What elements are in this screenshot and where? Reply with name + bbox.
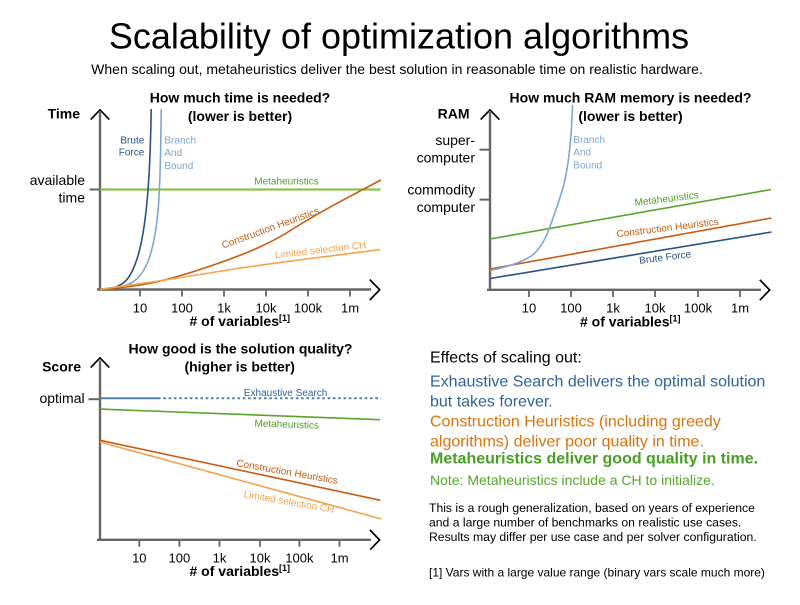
svg-text:commodity: commodity xyxy=(407,182,475,198)
svg-text:Force: Force xyxy=(119,148,145,159)
svg-text:100: 100 xyxy=(169,550,191,565)
svg-text:algorithms) deliver poor quali: algorithms) deliver poor quality in time… xyxy=(430,434,704,451)
svg-text:Branch: Branch xyxy=(573,135,605,146)
svg-text:1m: 1m xyxy=(731,300,749,315)
svg-text:1k: 1k xyxy=(606,300,620,315)
svg-text:And: And xyxy=(164,148,182,159)
svg-text:Time: Time xyxy=(48,105,81,121)
svg-text:Score: Score xyxy=(42,358,81,374)
svg-text:10: 10 xyxy=(522,300,536,315)
svg-text:1k: 1k xyxy=(213,550,227,565)
svg-text:100k: 100k xyxy=(285,550,314,565)
svg-text:optimal: optimal xyxy=(39,390,84,406)
svg-text:This is a rough generalization: This is a rough generalization, based on… xyxy=(429,501,755,515)
svg-text:(lower is better): (lower is better) xyxy=(578,108,682,124)
svg-text:Brute: Brute xyxy=(120,135,144,146)
svg-text:How much RAM memory is needed?: How much RAM memory is needed? xyxy=(510,89,752,105)
svg-text:(higher is better): (higher is better) xyxy=(184,359,294,375)
svg-text:100: 100 xyxy=(560,300,582,315)
svg-text:computer: computer xyxy=(417,199,476,215)
svg-text:computer: computer xyxy=(417,150,476,166)
svg-text:# of variables[1]: # of variables[1] xyxy=(190,563,291,579)
svg-text:Results may differ per use cas: Results may differ per use case and per … xyxy=(429,530,757,544)
svg-text:How good is the solution quali: How good is the solution quality? xyxy=(129,341,353,357)
svg-text:Metaheuristics: Metaheuristics xyxy=(254,177,318,188)
svg-text:Bound: Bound xyxy=(573,160,602,171)
svg-text:When scaling out, metaheuristi: When scaling out, metaheuristics deliver… xyxy=(91,61,703,77)
svg-text:time: time xyxy=(59,189,86,205)
svg-text:Branch: Branch xyxy=(164,136,196,147)
svg-text:10k: 10k xyxy=(250,550,271,565)
svg-text:Metaheuristics deliver good qu: Metaheuristics deliver good quality in t… xyxy=(430,451,758,468)
svg-text:10: 10 xyxy=(132,550,146,565)
svg-text:10k: 10k xyxy=(256,300,277,315)
svg-text:100k: 100k xyxy=(294,300,323,315)
svg-text:# of variables[1]: # of variables[1] xyxy=(580,314,681,330)
svg-text:And: And xyxy=(573,147,591,158)
svg-text:How much time is needed?: How much time is needed? xyxy=(150,89,330,105)
svg-text:Effects of scaling out:: Effects of scaling out: xyxy=(430,350,582,367)
svg-text:(lower is better): (lower is better) xyxy=(188,108,292,124)
svg-text:RAM: RAM xyxy=(438,105,470,121)
svg-text:Exhaustive Search delivers the: Exhaustive Search delivers the optimal s… xyxy=(430,373,765,390)
svg-text:Metaheuristics: Metaheuristics xyxy=(254,418,319,431)
svg-text:available: available xyxy=(30,172,85,188)
svg-text:100k: 100k xyxy=(684,300,713,315)
svg-text:# of variables[1]: # of variables[1] xyxy=(190,313,291,329)
svg-text:1m: 1m xyxy=(341,300,359,315)
svg-text:Note: Metaheuristics include a: Note: Metaheuristics include a CH to ini… xyxy=(430,472,715,488)
svg-text:1k: 1k xyxy=(217,300,231,315)
svg-text:Construction Heuristics (inclu: Construction Heuristics (including greed… xyxy=(430,414,721,431)
svg-text:10: 10 xyxy=(133,300,147,315)
svg-text:but takes forever.: but takes forever. xyxy=(430,394,553,411)
svg-text:Exhaustive Search: Exhaustive Search xyxy=(244,388,327,399)
svg-text:1m: 1m xyxy=(330,550,348,565)
svg-text:10k: 10k xyxy=(645,300,666,315)
svg-text:Bound: Bound xyxy=(164,161,193,172)
svg-text:[1] Vars with a large value ra: [1] Vars with a large value range (binar… xyxy=(429,566,765,580)
svg-text:and a large number of benchmar: and a large number of benchmarks on real… xyxy=(429,516,741,530)
svg-text:Scalability of optimization al: Scalability of optimization algorithms xyxy=(109,16,689,57)
svg-text:super-: super- xyxy=(435,132,475,148)
svg-text:100: 100 xyxy=(171,300,193,315)
